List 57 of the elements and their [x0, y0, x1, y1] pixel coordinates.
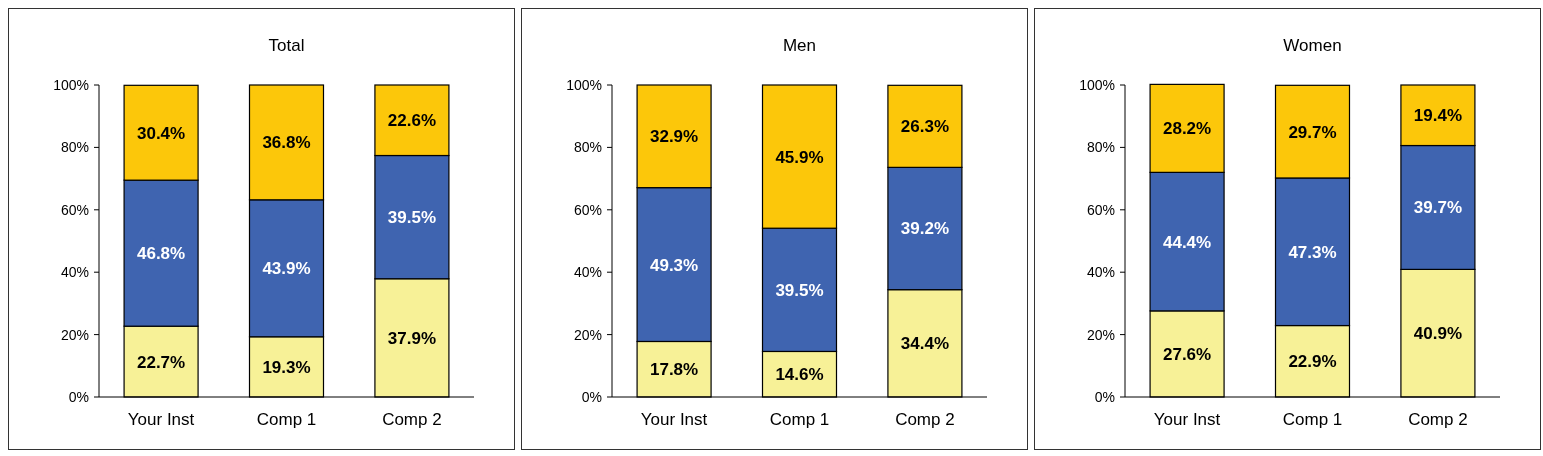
x-tick-label: Comp 1: [1282, 410, 1343, 429]
y-tick-label: 80%: [573, 139, 602, 156]
data-label: 14.6%: [775, 365, 824, 385]
data-label: 19.4%: [1413, 106, 1463, 126]
data-label: 26.3%: [900, 117, 950, 137]
data-label: 36.8%: [262, 133, 311, 153]
data-label: 17.8%: [649, 360, 699, 380]
x-tick-label: Comp 1: [256, 410, 317, 429]
data-label: 22.7%: [136, 352, 186, 372]
data-label: 39.5%: [387, 208, 437, 228]
y-tick-label: 20%: [60, 326, 89, 343]
x-tick-label: Comp 2: [382, 410, 442, 429]
y-tick-label: 60%: [1086, 201, 1115, 218]
data-label: 22.6%: [387, 111, 437, 131]
chart-title: Total: [268, 36, 305, 55]
y-tick-label: 100%: [1079, 76, 1115, 93]
data-label: 46.8%: [136, 244, 186, 264]
data-label: 30.4%: [136, 123, 186, 143]
y-tick-label: 0%: [68, 388, 89, 405]
data-label: 34.4%: [900, 334, 950, 354]
data-label: 28.2%: [1162, 119, 1212, 139]
data-label: 37.9%: [387, 328, 437, 348]
y-tick-label: 40%: [60, 264, 89, 281]
y-tick-label: 100%: [566, 76, 602, 93]
chart-title: Women: [1283, 36, 1342, 55]
y-tick-label: 40%: [1086, 264, 1115, 281]
data-label: 32.9%: [649, 127, 699, 147]
data-label: 39.2%: [900, 219, 950, 239]
chart-title: Men: [782, 36, 817, 55]
y-tick-label: 40%: [573, 264, 602, 281]
x-tick-label: Your Inst: [127, 410, 195, 429]
x-tick-label: Your Inst: [1153, 410, 1221, 429]
data-label: 49.3%: [649, 255, 699, 275]
y-tick-label: 100%: [53, 76, 89, 93]
data-label: 44.4%: [1162, 232, 1212, 252]
x-tick-label: Comp 1: [769, 410, 830, 429]
y-tick-label: 20%: [1086, 326, 1115, 343]
x-tick-label: Comp 2: [1408, 410, 1468, 429]
y-tick-label: 60%: [573, 201, 602, 218]
data-label: 19.3%: [262, 357, 311, 377]
data-label: 40.9%: [1413, 324, 1463, 344]
data-label: 27.6%: [1162, 344, 1212, 364]
y-tick-label: 80%: [60, 139, 89, 156]
x-tick-label: Comp 2: [895, 410, 955, 429]
data-label: 39.5%: [775, 280, 824, 300]
y-tick-label: 80%: [1086, 139, 1115, 156]
data-label: 45.9%: [775, 147, 824, 167]
data-label: 29.7%: [1288, 122, 1337, 142]
y-tick-label: 0%: [581, 388, 602, 405]
x-tick-label: Your Inst: [640, 410, 708, 429]
data-label: 22.9%: [1288, 352, 1337, 372]
data-label: 43.9%: [262, 259, 311, 279]
y-tick-label: 20%: [573, 326, 602, 343]
y-tick-label: 0%: [1094, 388, 1115, 405]
data-label: 39.7%: [1413, 198, 1463, 218]
y-tick-label: 60%: [60, 201, 89, 218]
data-label: 47.3%: [1288, 242, 1337, 262]
